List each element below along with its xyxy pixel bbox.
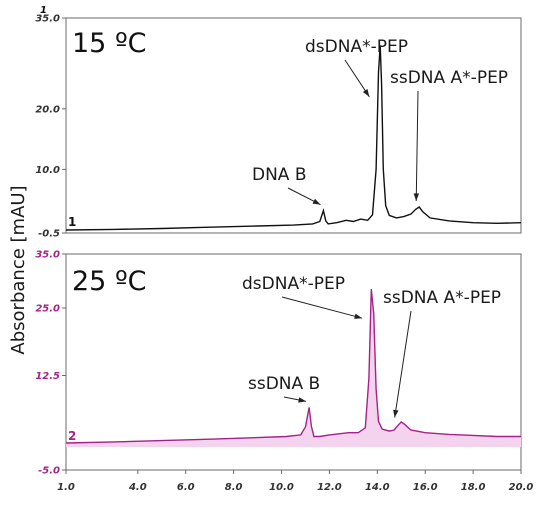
annotation-label: ssDNA B xyxy=(248,374,320,394)
annotations-bottom: ssDNA B dsDNA*-PEP ssDNA A*-PEP xyxy=(242,274,501,418)
panel-25C: 25 ºC 2 35.0 25.0 12.5 -5.0 ssDNA B dsDNA*-P… xyxy=(35,250,533,494)
x-tick-label: 1.0 xyxy=(57,482,75,493)
x-tick-label: 20.0 xyxy=(509,482,534,493)
x-tick-label: 10.0 xyxy=(269,482,294,493)
annotation-arrowhead xyxy=(298,397,307,403)
y-axis-label: Absorbance [mAU] xyxy=(8,185,29,354)
x-tick-label: 16.0 xyxy=(413,482,438,493)
x-tick-label: 18.0 xyxy=(461,482,486,493)
plot-frame-bottom xyxy=(65,253,522,471)
y-tick-label: 35.0 xyxy=(35,250,60,261)
annotation-label: ssDNA A*-PEP xyxy=(383,288,501,308)
x-tick-label: 14.0 xyxy=(365,482,390,493)
x-tick-label: 4.0 xyxy=(128,482,147,493)
x-tick-label: 8.0 xyxy=(225,482,243,493)
annotation-arrowhead xyxy=(413,193,420,201)
series-line-15C xyxy=(65,45,522,231)
panel-title-25C: 25 ºC xyxy=(72,266,147,297)
series-line-25C xyxy=(65,289,521,444)
x-tick-label: 12.0 xyxy=(317,482,342,493)
series-fill-25C xyxy=(66,289,521,447)
annotation-arrow xyxy=(415,90,419,201)
annotation-arrowhead xyxy=(312,198,321,205)
annotation-label: ssDNA A*-PEP xyxy=(390,68,508,88)
y-tick-label: 12.5 xyxy=(35,371,60,382)
y-tick-label: -0.5 xyxy=(38,229,60,240)
annotation-label: DNA B xyxy=(252,165,307,185)
corner-label-1: 1 xyxy=(40,5,47,16)
y-tick-label: -5.0 xyxy=(38,466,60,477)
panel-title-15C: 15 ºC xyxy=(72,28,147,59)
annotation-arrowhead xyxy=(354,313,363,319)
y-tick-label: 20.0 xyxy=(35,104,60,115)
y-tick-label: 25.0 xyxy=(35,304,60,315)
y-ticks-top: 35.0 20.0 10.0 -0.5 xyxy=(35,14,66,240)
annotation-arrowhead xyxy=(393,409,399,418)
y-ticks-bottom: 35.0 25.0 12.5 -5.0 xyxy=(35,250,66,477)
y-tick-label: 35.0 xyxy=(35,14,60,25)
y-tick-label: 10.0 xyxy=(35,165,60,176)
annotations-top: DNA B dsDNA*-PEP ssDNA A*-PEP xyxy=(252,37,508,206)
x-ticks: 1.0 4.0 6.0 8.0 10.0 12.0 14.0 16.0 18.0 20.0 xyxy=(57,470,533,493)
annotation-arrowhead xyxy=(362,89,370,97)
trace-number-1: 1 xyxy=(68,215,76,229)
annotation-arrow xyxy=(281,296,363,319)
annotation-label: dsDNA*-PEP xyxy=(242,274,345,294)
plot-frame-top xyxy=(65,17,522,234)
x-tick-label: 6.0 xyxy=(177,482,195,493)
annotation-arrow xyxy=(394,310,412,418)
trace-number-2: 2 xyxy=(68,429,76,443)
panel-15C: 15 ºC 1 1 35.0 20.0 10.0 -0.5 DNA B dsDNA*-P… xyxy=(35,5,522,240)
annotation-label: dsDNA*-PEP xyxy=(305,37,408,57)
